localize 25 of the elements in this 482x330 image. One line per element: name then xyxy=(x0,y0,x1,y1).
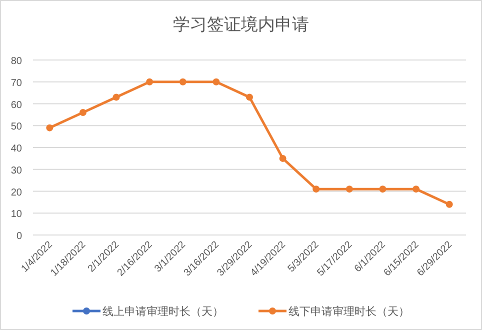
point xyxy=(412,186,420,193)
y-tick-label: 80 xyxy=(10,56,22,67)
legend-label: 线上申请审理时长（天） xyxy=(102,305,224,318)
y-tick-label: 60 xyxy=(10,100,22,111)
y-tick-label: 70 xyxy=(10,78,22,89)
point xyxy=(346,186,353,193)
y-tick-label: 20 xyxy=(10,187,22,198)
legend-label: 线下申请审理时长（天） xyxy=(288,305,410,318)
y-tick-label: 30 xyxy=(10,165,22,176)
point xyxy=(46,124,54,132)
point xyxy=(279,154,286,162)
point xyxy=(379,186,386,193)
point xyxy=(446,200,453,208)
point xyxy=(212,78,220,86)
y-tick-label: 10 xyxy=(10,209,22,220)
point xyxy=(312,186,320,193)
chart-title: 学习签证境内申请 xyxy=(173,15,309,34)
point xyxy=(246,94,253,101)
y-tick-label: 40 xyxy=(10,144,22,154)
point xyxy=(146,78,154,86)
point xyxy=(79,109,86,116)
y-tick-label: 50 xyxy=(10,122,22,133)
y-tick-label: 0 xyxy=(16,231,22,242)
point xyxy=(179,78,186,86)
point xyxy=(112,94,120,101)
